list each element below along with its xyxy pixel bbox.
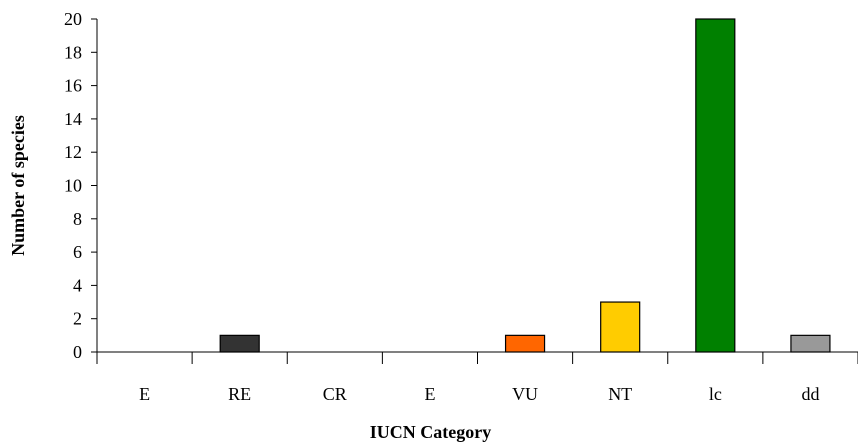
x-category-label: E bbox=[139, 384, 150, 404]
x-category-label: lc bbox=[709, 384, 722, 404]
bar-vu bbox=[504, 334, 546, 353]
x-category-label: E bbox=[424, 384, 435, 404]
bar-nt bbox=[600, 301, 641, 353]
y-tick-label: 8 bbox=[73, 209, 82, 229]
y-tick-label: 2 bbox=[73, 309, 82, 329]
x-category-label: dd bbox=[801, 384, 819, 404]
bar-dd bbox=[790, 334, 831, 353]
y-tick-label: 12 bbox=[64, 142, 82, 162]
x-axis-title: IUCN Category bbox=[370, 422, 491, 442]
y-tick-label: 20 bbox=[64, 9, 82, 29]
y-tick-label: 18 bbox=[64, 42, 82, 62]
y-tick-label: 0 bbox=[73, 342, 82, 362]
x-category-label: RE bbox=[228, 384, 251, 404]
y-tick-label: 10 bbox=[64, 176, 82, 196]
y-tick-label: 4 bbox=[73, 275, 82, 295]
y-tick-label: 6 bbox=[73, 242, 82, 262]
x-category-label: VU bbox=[512, 384, 538, 404]
bar-re bbox=[219, 334, 260, 353]
x-category-label: NT bbox=[608, 384, 632, 404]
bar-lc bbox=[695, 18, 736, 353]
bars bbox=[219, 18, 831, 353]
x-category-label: CR bbox=[323, 384, 347, 404]
y-axis: 0 2 4 6 8 10 12 14 16 18 20 bbox=[64, 9, 98, 362]
y-tick-label: 14 bbox=[64, 109, 82, 129]
y-axis-title: Number of species bbox=[8, 115, 28, 256]
y-tick-label: 16 bbox=[64, 76, 82, 96]
x-axis: E RE CR E VU NT lc dd bbox=[96, 351, 858, 404]
